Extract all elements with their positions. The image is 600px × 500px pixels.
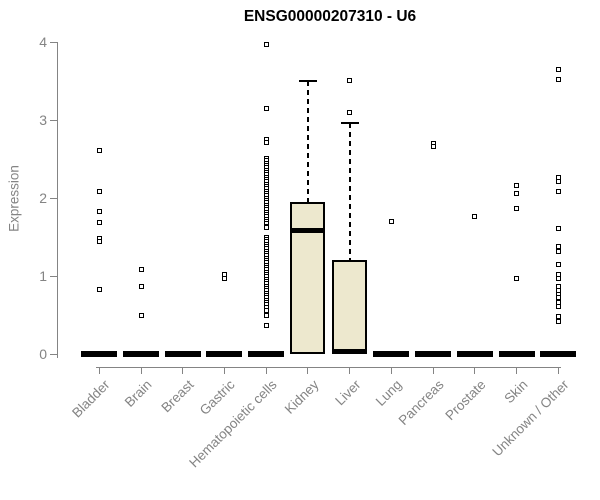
collapsed-box-at-zero [415,351,452,357]
x-axis-tick [265,367,267,374]
chart-title: ENSG00000207310 - U6 [243,8,417,25]
y-axis-tick [50,275,57,277]
x-axis-tick [140,367,142,374]
outlier-point [555,314,561,320]
y-axis-tick-label: 1 [39,268,47,285]
boxplot-box [290,202,326,354]
outlier-point [347,110,353,115]
outlier-point [514,205,520,211]
y-axis-tick [50,119,57,121]
outlier-point [138,283,144,289]
outlier-point [555,188,561,194]
x-axis-tick [474,367,476,374]
upper-whisker [306,80,309,203]
y-axis-line [57,42,58,358]
x-axis-tick [307,367,309,374]
outlier-point [221,275,227,281]
outlier-point [430,144,436,150]
outlier-point [555,249,561,255]
collapsed-box-at-zero [206,351,243,357]
outlier-point [514,191,520,197]
outlier-point [388,219,394,225]
y-axis-tick-label: 3 [39,112,47,129]
collapsed-box-at-zero [498,351,535,357]
outlier-point [96,189,102,195]
y-axis-tick-label: 4 [39,34,47,51]
outlier-point [555,275,561,281]
x-axis-tick [182,367,184,374]
x-axis-tick [432,367,434,374]
y-axis-tick-label: 0 [39,346,47,362]
y-axis-tick-label: 2 [39,190,47,207]
x-axis-line [96,367,561,368]
outlier-point [263,312,269,318]
y-axis-tick [50,353,57,355]
outlier-point [263,42,269,48]
outlier-point [96,286,102,292]
x-axis-tick [223,367,225,374]
outlier-point [555,67,561,73]
outlier-point [263,106,269,112]
outlier-point [96,148,102,154]
x-axis-tick [557,367,559,374]
collapsed-box-at-zero [540,351,577,357]
outlier-point [555,303,561,309]
upper-whisker-cap [340,122,359,125]
collapsed-box-at-zero [373,351,410,357]
outlier-point [555,261,561,267]
outlier-point [555,295,561,301]
outlier-point [263,307,269,313]
outlier-point [555,76,561,82]
median-line [332,349,368,355]
collapsed-box-at-zero [456,351,493,357]
median-line [290,227,326,233]
y-axis-tick [50,197,57,199]
outlier-point [514,183,520,189]
outlier-point [263,322,269,328]
outlier-point [555,178,561,184]
upper-whisker [348,123,351,260]
x-axis-tick [390,367,392,374]
boxplot-box [332,259,368,354]
outlier-point [138,313,144,319]
outlier-point [96,219,102,225]
outlier-point [555,226,561,232]
collapsed-box-at-zero [81,351,118,357]
outlier-point [472,214,478,220]
outlier-point [96,208,102,214]
collapsed-box-at-zero [164,351,201,357]
upper-whisker-cap [298,79,317,82]
x-axis-tick [98,367,100,374]
collapsed-box-at-zero [123,351,160,357]
outlier-point [138,267,144,273]
x-axis-tick [349,367,351,374]
y-axis-tick [50,41,57,43]
outlier-point [263,139,269,145]
outlier-point [555,318,561,324]
outlier-point [263,225,269,231]
outlier-point [96,239,102,245]
collapsed-box-at-zero [248,351,285,357]
outlier-point [555,243,561,249]
outlier-point [347,78,353,84]
outlier-point [514,275,520,281]
x-axis-tick [516,367,518,374]
